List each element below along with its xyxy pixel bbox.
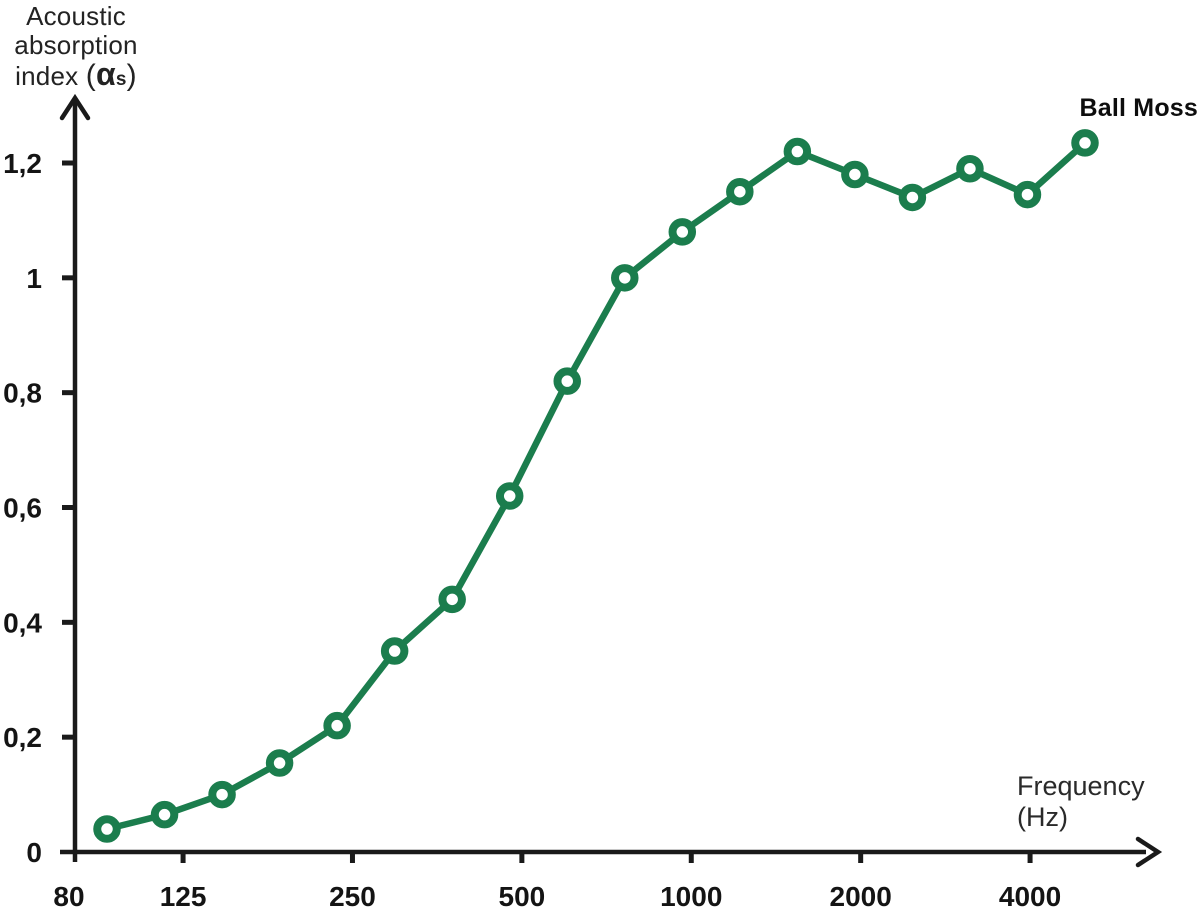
x-axis-arrow xyxy=(1135,836,1163,868)
data-point xyxy=(380,637,409,665)
x-tick-label: 1000 xyxy=(660,881,722,912)
data-point xyxy=(783,137,812,166)
y-axis-title: Acoustic absorption index (αs) xyxy=(0,2,152,94)
series-label: Ball Moss xyxy=(1079,94,1198,122)
data-point xyxy=(553,367,581,395)
data-point xyxy=(93,815,121,843)
data-point xyxy=(956,154,984,183)
x-tick-label: 4000 xyxy=(999,881,1061,912)
y-tick-label: 0,4 xyxy=(3,607,42,638)
data-point xyxy=(208,780,236,809)
y-tick-label: 1,2 xyxy=(3,148,42,179)
y-axis-arrow xyxy=(59,93,91,121)
data-point xyxy=(726,177,754,206)
data-point xyxy=(841,160,869,189)
y-tick-label: 0,2 xyxy=(3,722,42,753)
data-point xyxy=(323,711,351,740)
y-tick-label: 1 xyxy=(26,263,42,294)
data-point xyxy=(438,585,466,614)
data-point xyxy=(1013,180,1042,209)
x-tick-label: 125 xyxy=(160,881,207,912)
data-point xyxy=(898,183,927,212)
y-axis-title-line2: absorption xyxy=(14,30,138,60)
data-point xyxy=(611,264,639,292)
y-tick-label: 0 xyxy=(26,837,42,868)
x-axis-title-line1: Frequency xyxy=(1017,771,1145,801)
x-tick-label: 80 xyxy=(53,881,84,912)
x-axis-title: Frequency (Hz) xyxy=(1017,771,1145,833)
x-axis-title-line2: (Hz) xyxy=(1017,802,1068,832)
x-tick-label: 250 xyxy=(329,881,376,912)
data-point xyxy=(1071,129,1099,157)
alpha-subscript: s xyxy=(115,69,127,90)
y-tick-label: 0,6 xyxy=(3,492,42,523)
alpha-symbol: α xyxy=(95,56,116,92)
data-point xyxy=(150,800,179,829)
x-tick-label: 2000 xyxy=(830,881,892,912)
data-point xyxy=(495,482,524,510)
x-tick-label: 500 xyxy=(499,881,546,912)
y-tick-label: 0,8 xyxy=(3,378,42,409)
y-axis-title-line3: index (αs) xyxy=(15,56,137,92)
data-point xyxy=(668,218,697,246)
series-line xyxy=(103,139,1089,833)
y-axis-title-line1: Acoustic xyxy=(26,1,126,31)
data-point xyxy=(265,749,294,777)
